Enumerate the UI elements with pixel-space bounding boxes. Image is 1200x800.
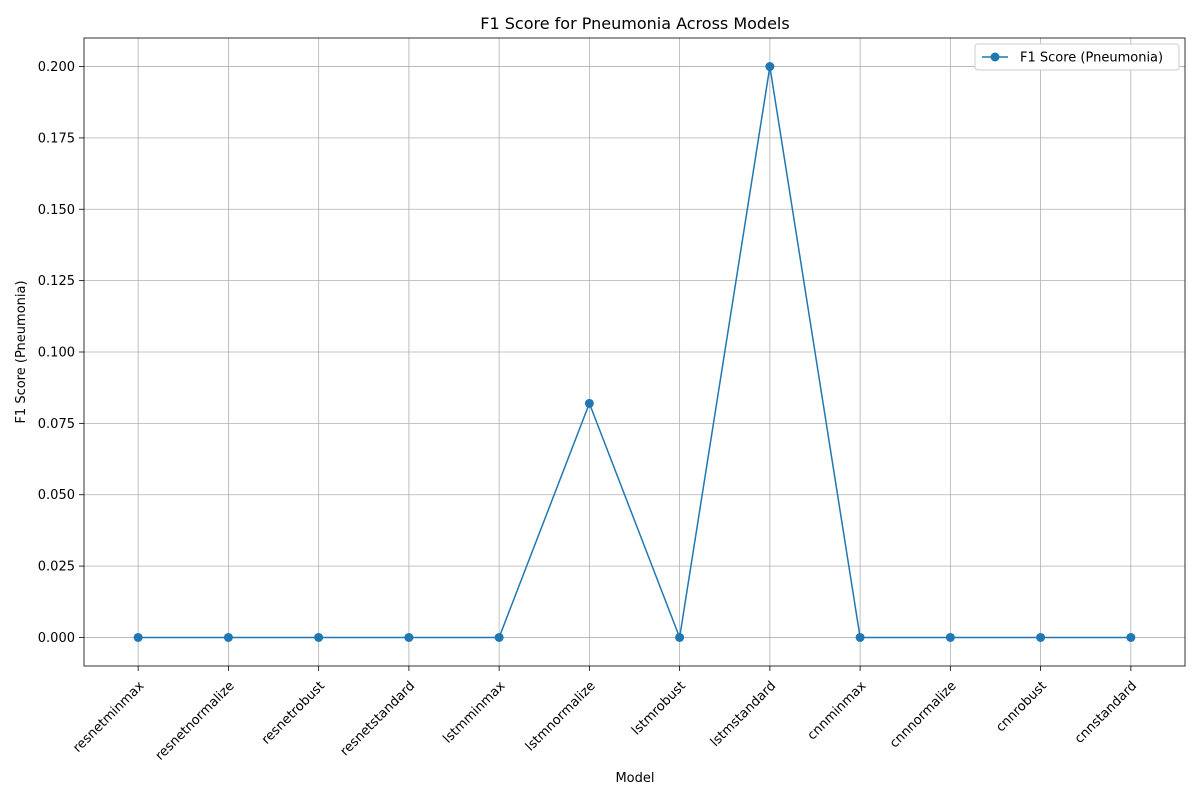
legend-marker-swatch	[990, 52, 1000, 62]
axes	[79, 37, 1186, 671]
y-axis-label: F1 Score (Pneumonia)	[14, 280, 29, 423]
data-point	[404, 632, 414, 642]
data-point	[855, 632, 865, 642]
y-tick-label: 0.125	[38, 274, 75, 289]
y-tick-label: 0.200	[38, 60, 75, 75]
y-tick-label: 0.025	[38, 560, 75, 575]
series-layer	[133, 62, 1136, 642]
y-tick-label: 0.175	[38, 131, 75, 146]
data-point	[1036, 632, 1046, 642]
legend-box	[974, 43, 1180, 71]
y-tick-label: 0.000	[38, 631, 75, 646]
chart-title: F1 Score for Pneumonia Across Models	[480, 14, 789, 33]
y-tick-label: 0.150	[38, 203, 75, 218]
data-point	[133, 632, 143, 642]
data-point	[765, 62, 775, 72]
data-point	[945, 632, 955, 642]
y-tick-label: 0.050	[38, 488, 75, 503]
y-tick-label: 0.100	[38, 346, 75, 361]
data-point	[584, 398, 594, 408]
data-point	[223, 632, 233, 642]
y-tick-labels: 0.000 0.025 0.050 0.075 0.100 0.125 0.150 0.175…	[38, 60, 75, 646]
data-point	[494, 632, 504, 642]
series-line	[138, 65, 1131, 639]
x-axis-label: Model	[615, 771, 654, 786]
y-tick-label: 0.075	[38, 417, 75, 432]
plot-frame	[83, 37, 1186, 667]
data-point	[314, 632, 324, 642]
data-point	[1126, 632, 1136, 642]
data-point	[675, 632, 685, 642]
legend: F1 Score (Pneumonia)	[974, 43, 1180, 71]
legend-label: F1 Score (Pneumonia)	[1020, 51, 1163, 66]
